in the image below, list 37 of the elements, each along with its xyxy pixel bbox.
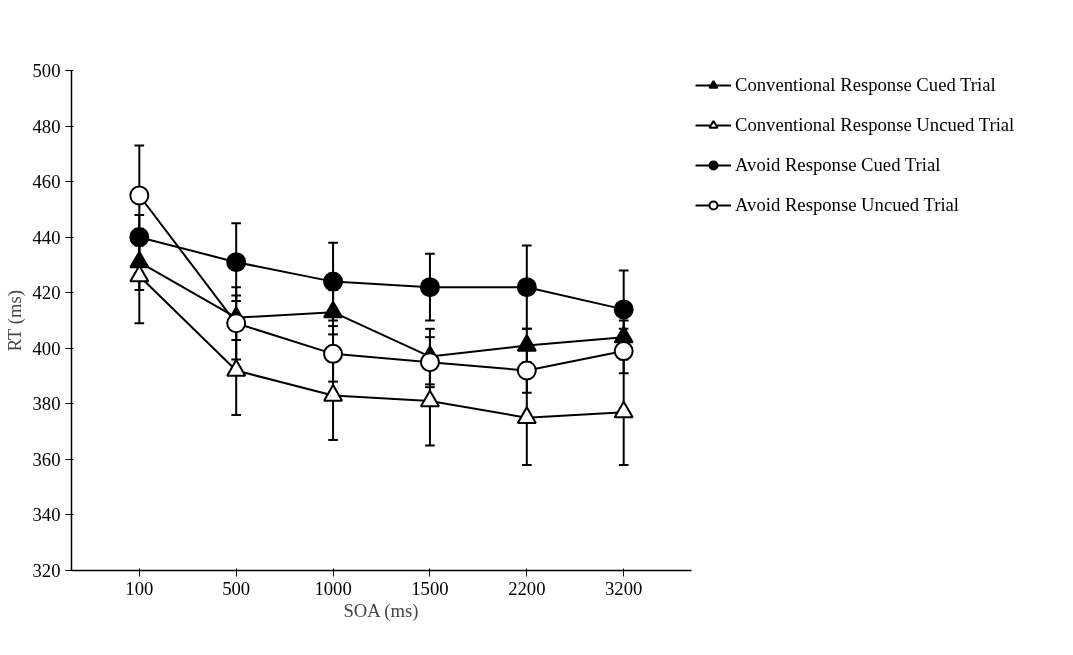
y-tick-label: 360 <box>32 448 61 470</box>
y-tick-label: 500 <box>32 60 61 81</box>
x-tick-label: 100 <box>125 577 154 599</box>
y-tick-label: 420 <box>32 282 61 304</box>
point <box>613 299 634 320</box>
point <box>516 360 537 381</box>
y-tick-label: 320 <box>32 560 61 581</box>
point <box>613 400 634 419</box>
x-tick-label: 1500 <box>411 577 449 599</box>
point <box>129 185 150 206</box>
y-tick-label: 340 <box>32 504 61 526</box>
point <box>323 384 344 402</box>
y-tick-label: 440 <box>32 226 61 248</box>
y-tick-label: 400 <box>32 337 61 359</box>
x-axis-title: SOA (ms) <box>343 599 419 622</box>
y-tick-label: 480 <box>32 115 61 137</box>
x-tick-label: 3200 <box>605 577 643 599</box>
legend-label: Avoid Response Cued Trial <box>735 154 941 176</box>
point <box>226 313 247 334</box>
point <box>516 406 537 424</box>
point <box>419 389 440 408</box>
legend-label: Avoid Response Uncued Trial <box>735 194 960 216</box>
point <box>323 343 344 364</box>
point <box>226 359 247 377</box>
x-tick-label: 500 <box>222 577 251 599</box>
legend-label: Conventional Response Cued Trial <box>735 74 996 96</box>
y-axis-title: RT (ms) <box>3 290 26 352</box>
x-tick-label: 1000 <box>314 577 352 599</box>
point <box>516 334 537 352</box>
legend-label: Conventional Response Uncued Trial <box>735 114 1015 136</box>
x-tick-label: 2200 <box>508 577 546 599</box>
point <box>419 277 440 298</box>
point <box>516 277 537 298</box>
point <box>226 252 247 273</box>
y-tick-label: 460 <box>32 171 61 193</box>
y-tick-label: 380 <box>32 393 61 415</box>
point <box>323 271 344 292</box>
